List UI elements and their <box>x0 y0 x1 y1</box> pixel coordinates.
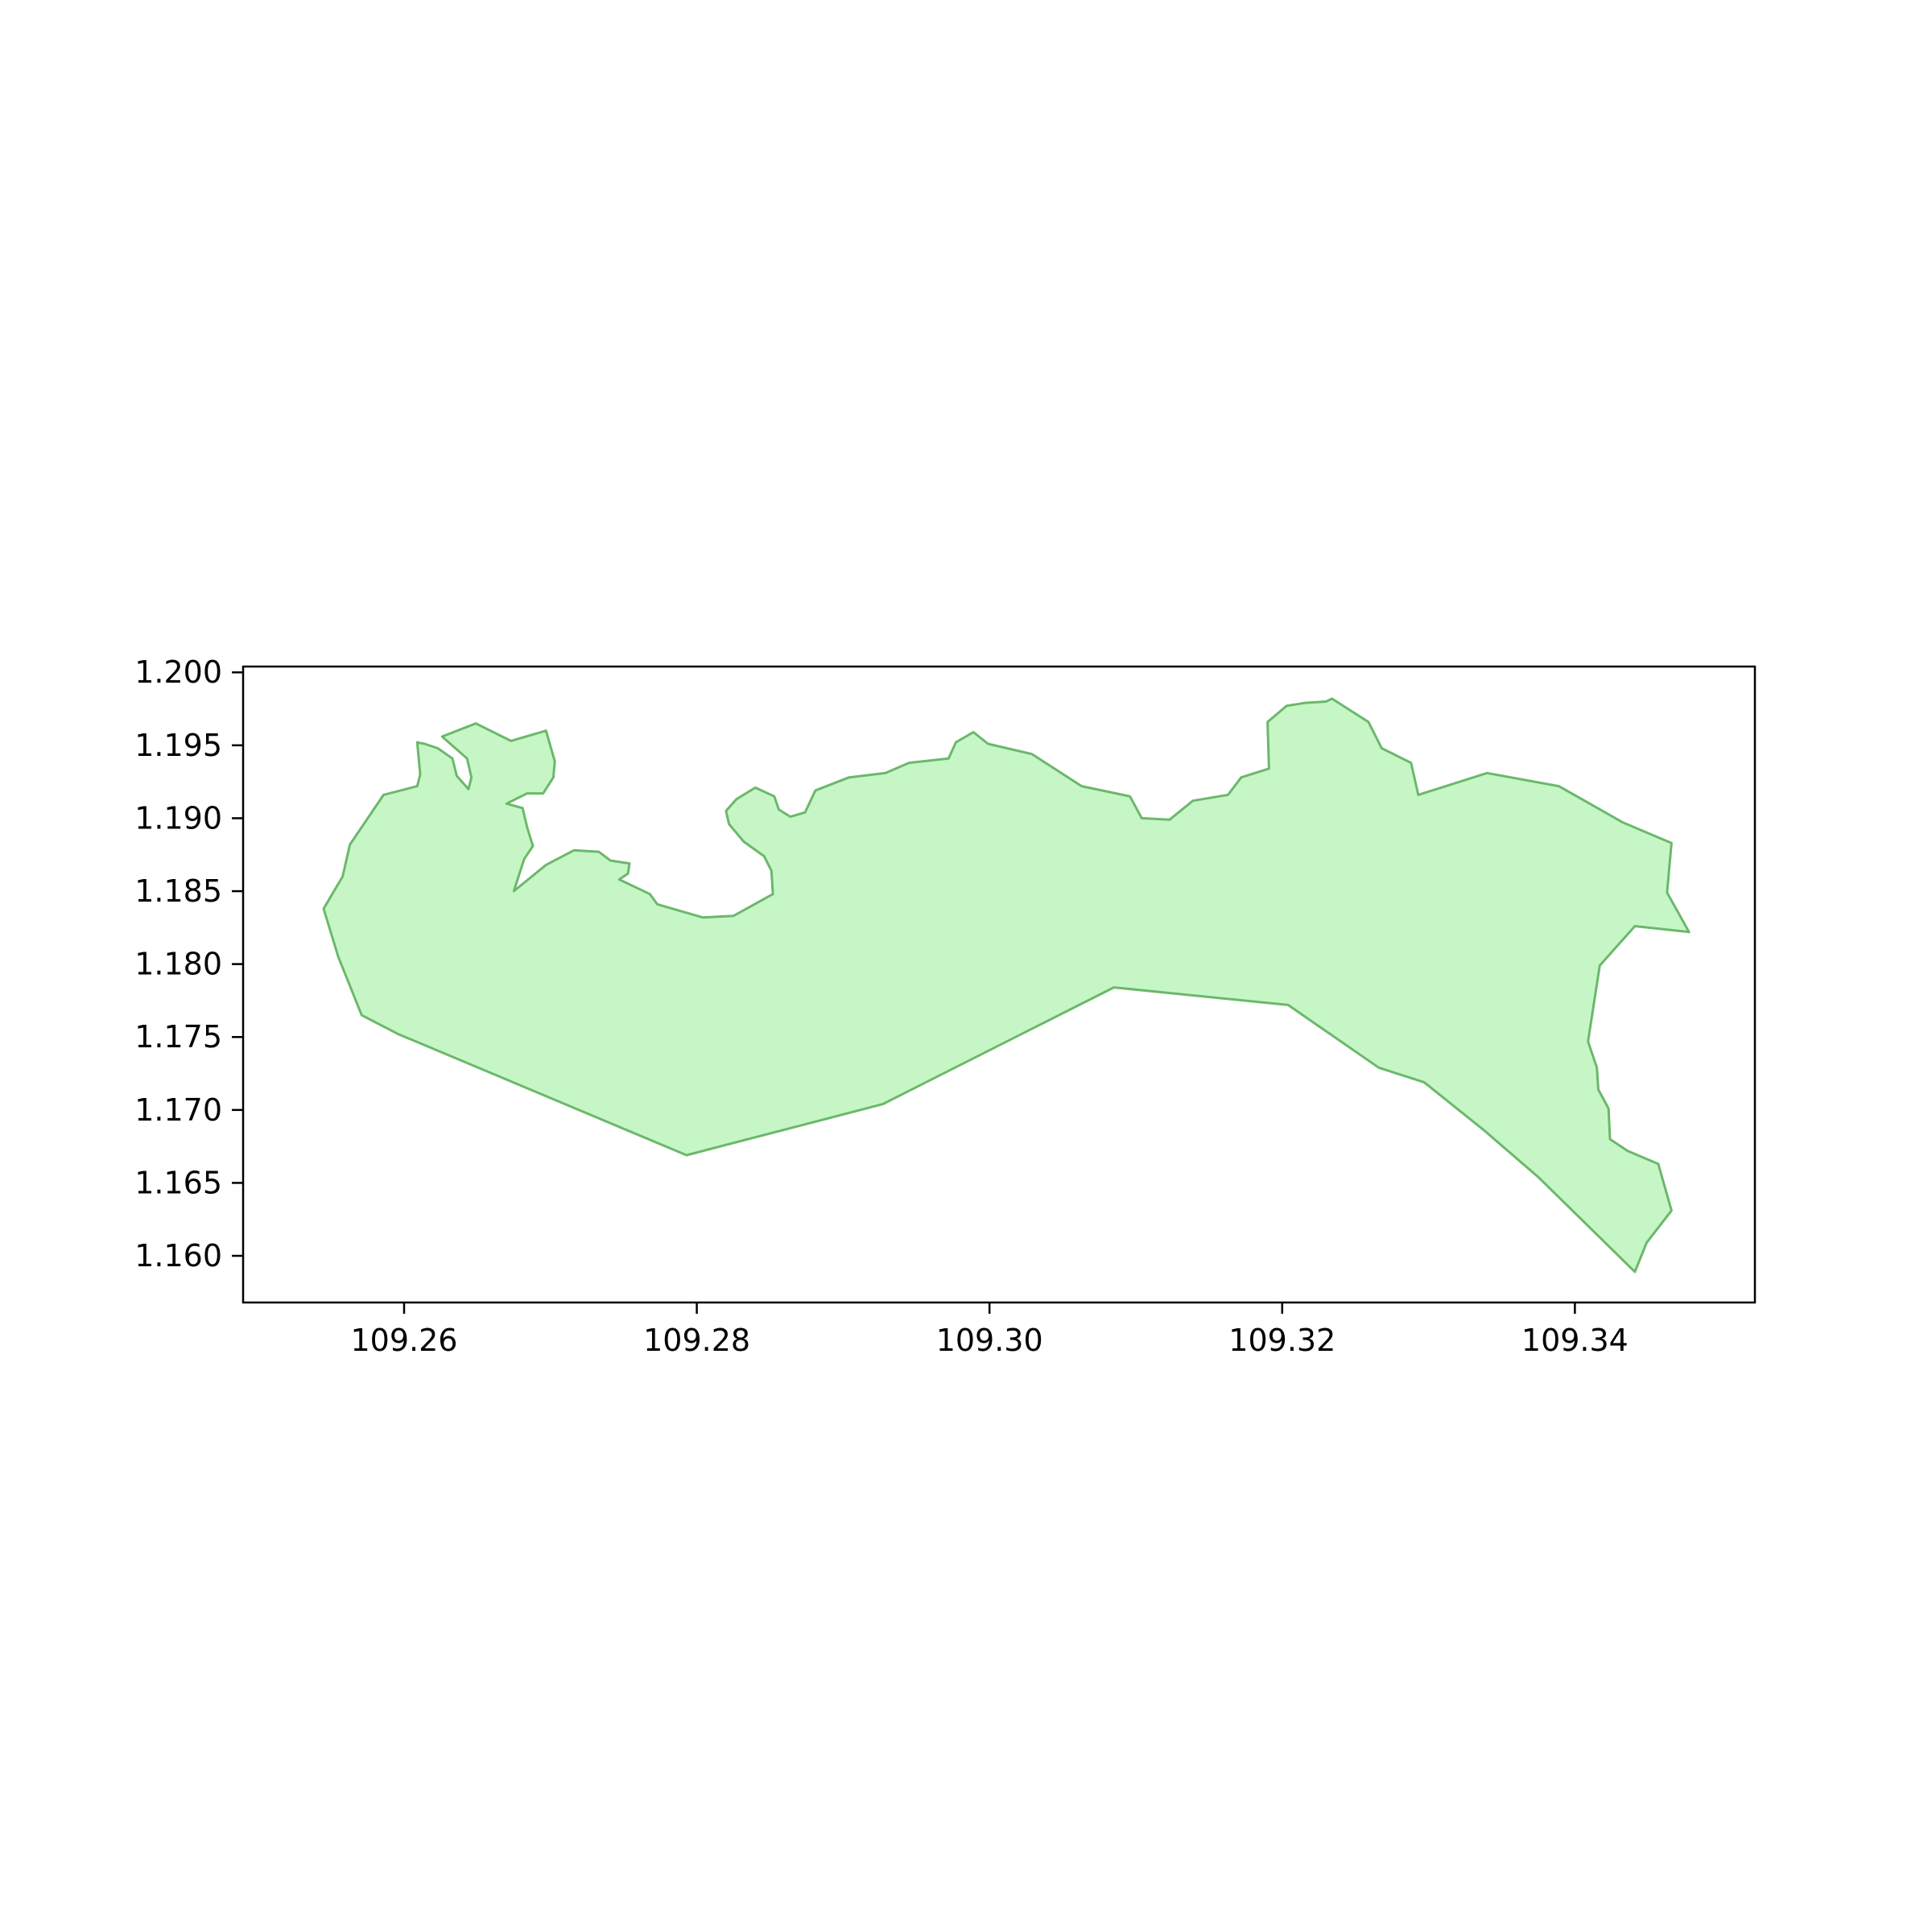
x-tick-label: 109.26 <box>350 1323 457 1358</box>
y-tick-label: 1.175 <box>134 1019 222 1055</box>
y-axis-ticks: 1.160 1.165 1.170 1.175 1.180 1.185 1.190 1.195… <box>134 654 243 1274</box>
y-tick-label: 1.200 <box>134 654 222 690</box>
y-tick-label: 1.190 <box>134 800 222 836</box>
x-axis-ticks: 109.26 109.28 109.30 109.32 109.34 <box>350 1302 1629 1358</box>
x-tick-label: 109.28 <box>643 1323 750 1358</box>
y-tick-label: 1.180 <box>134 947 222 982</box>
y-tick-label: 1.185 <box>134 873 222 909</box>
x-tick-label: 109.32 <box>1228 1323 1335 1358</box>
x-tick-label: 109.34 <box>1521 1323 1629 1358</box>
y-tick-label: 1.195 <box>134 728 222 763</box>
y-tick-label: 1.165 <box>134 1165 222 1200</box>
y-tick-label: 1.160 <box>134 1238 222 1274</box>
region-polygon <box>322 697 1690 1274</box>
y-tick-label: 1.170 <box>134 1092 222 1128</box>
axes-area: 109.26 109.28 109.30 109.32 109.34 1.1601.16… <box>134 654 1757 1358</box>
axes-frame <box>242 665 1757 1304</box>
x-tick-label: 109.30 <box>936 1323 1043 1358</box>
